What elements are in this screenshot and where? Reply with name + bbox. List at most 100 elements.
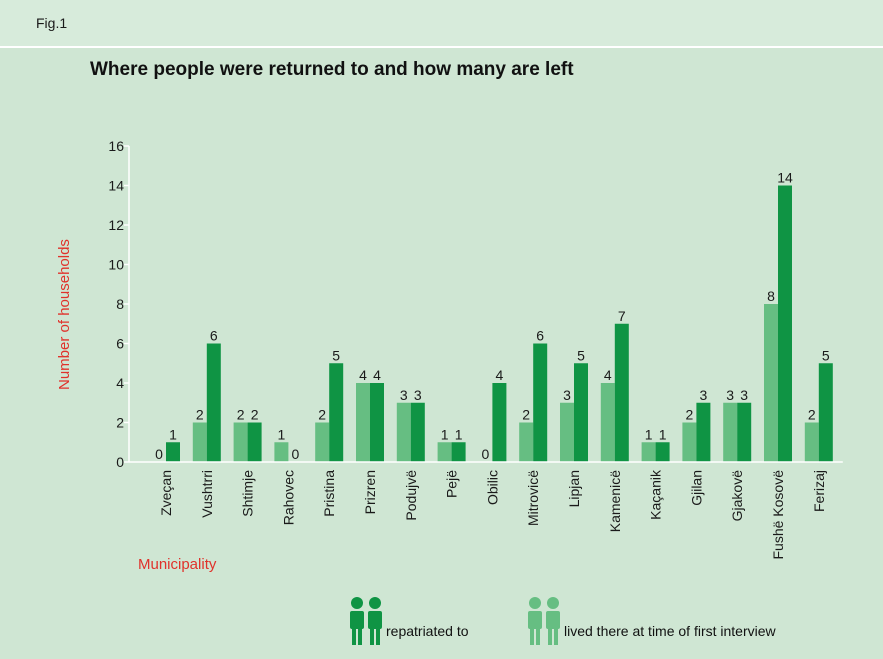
bar-lived-there [723,402,738,462]
bar-repatriated [451,442,466,462]
data-label-repatriated: 4 [373,367,381,383]
bar-repatriated [614,323,629,462]
data-label-lived-there: 2 [686,407,694,423]
bar-repatriated [370,383,384,462]
legend-label-repatriated: repatriated to [386,623,469,639]
data-label-lived-there: 2 [318,407,326,423]
x-tick-label: Obilic [484,470,500,505]
x-tick-label: Vushtrri [199,470,215,518]
bar-repatriated [533,343,548,462]
bar-lived-there [192,422,207,462]
bar-repatriated [206,343,221,462]
data-label-lived-there: 3 [726,387,734,403]
figure-label: Fig.1 [36,15,68,31]
x-tick-label: Pejë [444,470,460,498]
y-tick-label: 2 [116,415,124,431]
legend-item-lived-there: lived there at time of first interview [526,597,846,647]
data-label-repatriated: 0 [292,446,300,462]
legend-item-repatriated: repatriated to [348,597,508,647]
x-tick-label: Mitrovicë [525,470,541,526]
x-tick-label: Prizren [362,470,378,514]
data-label-repatriated: 3 [740,387,748,403]
data-label-repatriated: 1 [455,426,463,442]
data-label-lived-there: 8 [767,288,775,304]
bar-repatriated [778,185,792,462]
chart-title: Where people were returned to and how ma… [90,59,574,80]
bar-lived-there [274,442,289,462]
data-label-repatriated: 6 [536,328,544,344]
x-tick-label: Kamenicë [607,470,623,532]
bar-lived-there [764,304,778,462]
x-tick-label: Gjilan [688,470,704,506]
figure-header: Fig.1 [0,0,883,48]
bar-repatriated [166,442,180,462]
data-label-repatriated: 5 [332,347,340,363]
data-label-lived-there: 2 [808,407,816,423]
data-label-lived-there: 1 [441,426,449,442]
bar-lived-there [600,383,615,462]
y-tick-label: 16 [108,138,124,154]
y-tick-label: 10 [108,257,124,273]
data-label-repatriated: 3 [414,387,422,403]
data-label-repatriated: 7 [618,308,626,324]
bar-repatriated [696,402,711,462]
data-label-repatriated: 1 [659,426,667,442]
bar-repatriated [247,422,262,462]
y-tick-label: 4 [116,375,124,391]
bar-lived-there [641,442,656,462]
x-axis-title: Municipality [138,556,217,573]
data-label-repatriated: 2 [251,407,259,423]
legend-label-lived-there: lived there at time of first interview [564,623,776,639]
two-people-icon [528,597,560,645]
data-label-lived-there: 2 [196,407,204,423]
bar-lived-there [233,422,248,462]
x-tick-label: Rahovec [280,470,296,525]
bar-repatriated [492,383,507,462]
bar-repatriated [655,442,670,462]
bar-lived-there [396,402,411,462]
data-label-repatriated: 5 [822,347,830,363]
bar-lived-there [682,422,697,462]
bar-lived-there [804,422,819,462]
y-tick-label: 8 [116,296,124,312]
data-label-lived-there: 4 [604,367,612,383]
x-tick-label: Lipjan [566,470,582,507]
bar-repatriated [410,402,425,462]
x-tick-label: Kaçanik [648,469,664,520]
data-label-lived-there: 2 [522,407,530,423]
bar-repatriated [737,402,752,462]
data-label-repatriated: 4 [496,367,504,383]
data-label-lived-there: 0 [482,446,490,462]
data-label-lived-there: 1 [645,426,653,442]
y-axis: 0 2 4 6 8 10 12 14 16 [108,138,130,470]
y-axis-title: Number of households [56,239,73,390]
data-label-repatriated: 3 [700,387,708,403]
bar-lived-there [356,383,370,462]
data-label-repatriated: 14 [777,170,793,186]
data-label-repatriated: 6 [210,328,218,344]
bar-repatriated [329,363,344,462]
data-label-lived-there: 3 [563,387,571,403]
data-label-repatriated: 1 [169,426,177,442]
x-tick-label: Podujvë [403,470,419,521]
bar-lived-there [437,442,452,462]
y-tick-label: 0 [116,454,124,470]
data-label-lived-there: 3 [400,387,408,403]
bar-repatriated [818,363,833,462]
two-people-icon [350,597,382,645]
x-tick-label: Zveçan [158,470,174,516]
x-axis: Zveçan Vushtrri Shtimje Rahovec Pristina Priz… [129,461,843,560]
data-label-lived-there: 0 [155,446,163,462]
y-tick-label: 14 [108,178,124,194]
x-tick-label: Pristina [321,470,337,517]
bar-lived-there [519,422,534,462]
data-label-lived-there: 4 [359,367,367,383]
data-label-lived-there: 2 [237,407,245,423]
y-tick-label: 6 [116,336,124,352]
x-tick-label: Gjakovë [729,470,745,522]
x-tick-label: Shtimje [240,470,256,517]
bar-repatriated [574,363,588,462]
bar-lived-there [560,402,574,462]
